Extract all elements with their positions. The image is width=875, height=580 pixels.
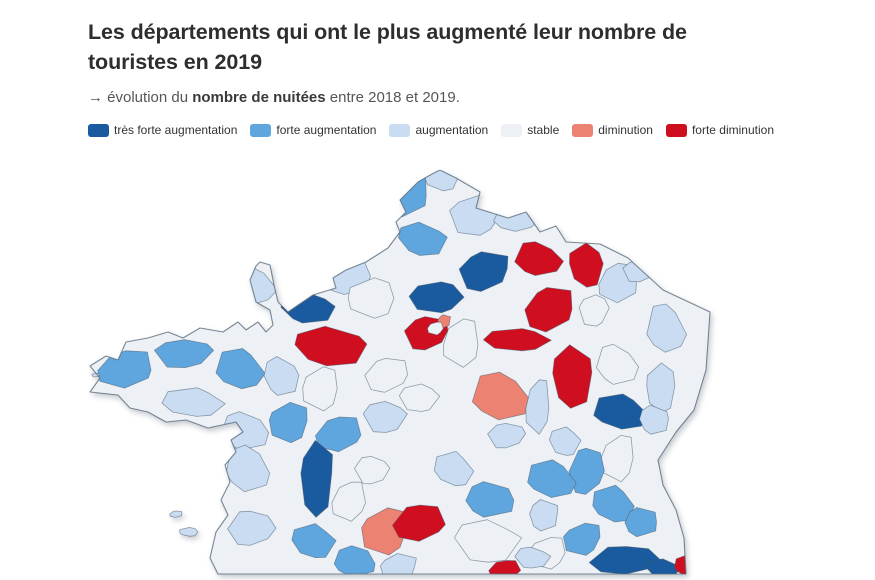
department-shape[interactable] [154, 339, 215, 369]
department-shape[interactable] [592, 484, 635, 523]
france-map-svg[interactable] [88, 169, 768, 576]
legend-item: augmentation [389, 123, 488, 137]
department-shape[interactable] [300, 439, 333, 518]
department-shape[interactable] [563, 522, 601, 556]
legend-item: forte diminution [665, 123, 774, 138]
france-coastline [89, 169, 711, 575]
department-shape[interactable] [291, 523, 337, 559]
department-shape[interactable] [458, 251, 509, 292]
department-shape[interactable] [453, 519, 523, 563]
legend-label: forte augmentation [276, 123, 377, 138]
legend-item: très forte augmentation [88, 123, 237, 137]
department-shape[interactable] [294, 325, 368, 367]
department-shape[interactable] [529, 499, 559, 532]
department-shape[interactable] [569, 242, 604, 288]
chart-subtitle: → évolution du nombre de nuitées entre 2… [88, 89, 808, 107]
department-shape[interactable] [333, 545, 376, 575]
department-shape[interactable] [426, 321, 444, 336]
department-shape[interactable] [362, 400, 408, 433]
chart-title: Les départements qui ont le plus augment… [88, 20, 687, 74]
department-shape[interactable] [398, 221, 448, 256]
legend-swatch [665, 123, 687, 137]
department-shape[interactable] [639, 404, 669, 435]
department-shape[interactable] [568, 447, 605, 495]
legend-label: très forte augmentation [114, 123, 238, 138]
department-shape[interactable] [624, 507, 657, 538]
legend-swatch [389, 123, 411, 137]
chart-card: Les départements qui ont le plus augment… [88, 18, 808, 575]
department-shape[interactable] [398, 383, 441, 412]
department-shape[interactable] [161, 387, 226, 417]
department-shape[interactable] [487, 422, 527, 449]
department-shape[interactable] [593, 393, 650, 430]
department-shape[interactable] [314, 416, 362, 453]
legend-label: stable [527, 123, 560, 138]
department-shape[interactable] [548, 426, 582, 456]
department-shape[interactable] [527, 459, 577, 498]
legend-swatch [250, 123, 272, 137]
department-shape[interactable] [443, 318, 479, 368]
legend-swatch [572, 123, 594, 137]
department-shape[interactable] [645, 558, 682, 575]
subtitle-suffix: entre 2018 et 2019. [325, 89, 460, 107]
legend-label: augmentation [415, 123, 489, 138]
department-shape[interactable] [302, 366, 338, 412]
department-shape[interactable] [347, 277, 395, 319]
department-shape[interactable] [408, 281, 465, 314]
department-shape[interactable] [552, 344, 593, 409]
department-shape[interactable] [488, 560, 522, 576]
legend-item: forte augmentation [250, 123, 376, 137]
department-shape[interactable] [433, 450, 475, 487]
department-shape[interactable] [646, 362, 676, 414]
department-shape[interactable] [578, 294, 610, 327]
department-shape[interactable] [524, 287, 573, 333]
department-shape[interactable] [97, 350, 152, 389]
france-map[interactable] [88, 169, 768, 576]
subtitle-bold: nombre de nuitées [192, 89, 326, 107]
department-shape[interactable] [361, 507, 408, 556]
department-shape[interactable] [227, 510, 277, 546]
department-shape[interactable] [588, 546, 664, 575]
department-shape[interactable] [169, 510, 183, 518]
legend-label: diminution [598, 123, 653, 138]
department-shape[interactable] [465, 481, 515, 518]
legend-swatch [501, 123, 523, 137]
department-shape[interactable] [471, 371, 533, 421]
department-shape[interactable] [364, 357, 409, 393]
legend: très forte augmentation forte augmentatio… [88, 123, 788, 137]
department-shape[interactable] [263, 356, 300, 396]
department-shape[interactable] [331, 481, 366, 522]
department-shape[interactable] [595, 343, 639, 385]
subtitle-prefix: → évolution du [88, 89, 193, 107]
department-shape[interactable] [482, 328, 552, 352]
legend-item: diminution [572, 123, 653, 137]
department-shape[interactable] [268, 401, 308, 444]
department-shape[interactable] [646, 303, 687, 353]
department-shape[interactable] [514, 546, 552, 569]
department-shape[interactable] [379, 553, 417, 576]
legend-swatch [88, 123, 109, 137]
department-shape[interactable] [392, 504, 446, 542]
legend-item: stable [501, 123, 559, 137]
department-shape[interactable] [493, 202, 539, 232]
department-shape[interactable] [215, 348, 266, 390]
department-shape[interactable] [514, 241, 564, 276]
department-shape[interactable] [354, 455, 391, 485]
legend-label: forte diminution [691, 123, 774, 138]
department-shape[interactable] [525, 379, 550, 435]
department-shape[interactable] [179, 526, 199, 537]
